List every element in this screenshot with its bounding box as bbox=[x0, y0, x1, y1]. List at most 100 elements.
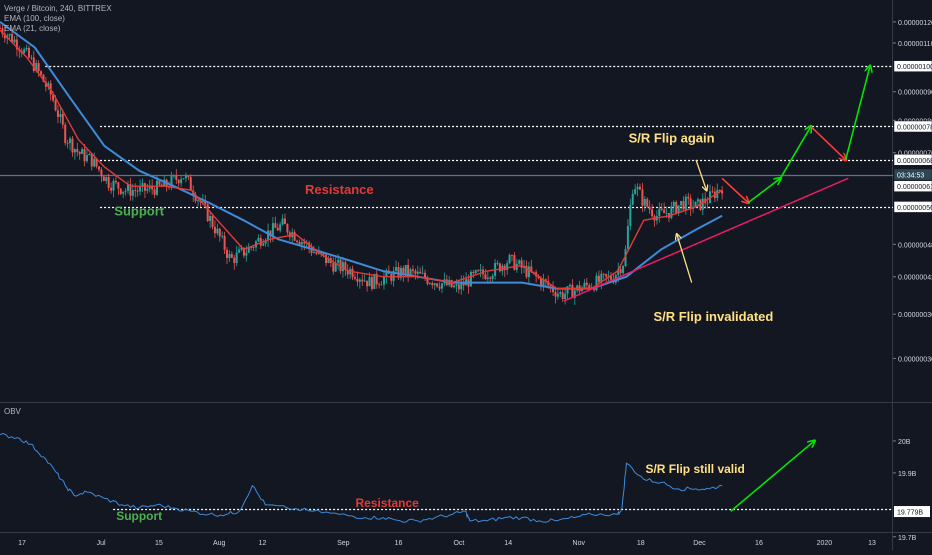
candle-body bbox=[76, 149, 79, 153]
obv-y-tick-label: 19.9B bbox=[898, 471, 917, 478]
candle-body bbox=[139, 186, 142, 192]
candle-body bbox=[250, 247, 253, 248]
y-tick-label: 0.00000110 bbox=[898, 41, 932, 48]
candle-body bbox=[37, 63, 40, 72]
candle-body bbox=[622, 265, 625, 274]
green-projection-arrow bbox=[844, 66, 870, 160]
candle-body bbox=[184, 175, 187, 179]
candle-body bbox=[424, 272, 427, 279]
candle-body bbox=[322, 253, 325, 255]
candle-body bbox=[59, 114, 62, 117]
candle-body bbox=[66, 142, 69, 144]
green-projection-arrow bbox=[747, 178, 780, 204]
candle-body bbox=[525, 265, 528, 278]
candle-body bbox=[247, 247, 250, 253]
obv-tag-label: 19.779B bbox=[897, 510, 923, 517]
candle-body bbox=[682, 201, 685, 210]
candle-body bbox=[228, 254, 231, 258]
candle-body bbox=[134, 190, 137, 191]
candle-body bbox=[35, 63, 38, 71]
candle-body bbox=[107, 177, 110, 188]
symbol-legend[interactable]: Verge / Bitcoin, 240, BITTREX EMA (100, … bbox=[4, 4, 112, 34]
candle-body bbox=[593, 287, 596, 291]
candle-body bbox=[416, 271, 419, 274]
candle-body bbox=[440, 283, 443, 289]
candle-body bbox=[404, 264, 407, 276]
candle-body bbox=[158, 180, 161, 185]
obv-title: OBV bbox=[4, 407, 21, 416]
candle-body bbox=[670, 206, 673, 218]
candle-body bbox=[402, 267, 405, 276]
candle-body bbox=[114, 180, 117, 183]
trendline bbox=[563, 177, 849, 302]
price-tag-box bbox=[893, 168, 932, 181]
candle-body bbox=[457, 284, 460, 290]
candle-body bbox=[626, 225, 629, 250]
candle-body bbox=[498, 263, 501, 272]
candle-body bbox=[409, 269, 412, 275]
candle-body bbox=[605, 273, 608, 277]
candle-body bbox=[385, 270, 388, 277]
candle-body bbox=[221, 235, 224, 237]
candle-body bbox=[170, 176, 173, 188]
candle-body bbox=[337, 259, 340, 263]
candle-body bbox=[126, 184, 129, 191]
candle-body bbox=[344, 262, 347, 271]
y-tick-label: 0.00000048 bbox=[898, 242, 932, 249]
candle-body bbox=[373, 273, 376, 289]
candle-body bbox=[177, 179, 180, 184]
candle-body bbox=[361, 279, 364, 282]
candle-body bbox=[194, 195, 197, 201]
candle-body bbox=[213, 227, 216, 234]
candle-body bbox=[163, 179, 166, 187]
candle-body bbox=[619, 269, 622, 274]
candle-body bbox=[677, 205, 680, 214]
candle-body bbox=[595, 275, 598, 291]
candle-body bbox=[496, 262, 499, 264]
candle-body bbox=[175, 175, 178, 180]
candle-body bbox=[71, 138, 74, 153]
candle-body bbox=[479, 269, 482, 272]
obv-legend[interactable]: OBV bbox=[4, 407, 21, 417]
candle-body bbox=[696, 199, 699, 202]
candle-body bbox=[1, 28, 4, 34]
candle-body bbox=[564, 293, 567, 300]
candle-body bbox=[271, 223, 274, 237]
candle-body bbox=[356, 278, 359, 282]
candle-body bbox=[419, 271, 422, 274]
x-tick-label: 13 bbox=[868, 540, 876, 547]
candle-body bbox=[283, 218, 286, 225]
candle-body bbox=[382, 276, 385, 285]
candle-body bbox=[122, 191, 125, 194]
price-tag-box bbox=[893, 154, 932, 166]
candle-body bbox=[602, 273, 605, 275]
ema100-line bbox=[0, 21, 723, 290]
candle-body bbox=[148, 185, 151, 189]
candle-body bbox=[102, 176, 105, 182]
candle-body bbox=[332, 262, 335, 272]
candle-body bbox=[146, 188, 149, 191]
candle-body bbox=[110, 187, 113, 191]
symbol-title: Verge / Bitcoin, 240, BITTREX bbox=[4, 4, 112, 13]
candle-body bbox=[95, 158, 98, 167]
price-tag-box bbox=[893, 120, 932, 133]
candle-body bbox=[438, 286, 441, 289]
ema21-legend: EMA (21, close) bbox=[4, 24, 61, 33]
candle-body bbox=[153, 189, 156, 195]
candle-body bbox=[296, 240, 299, 242]
candle-body bbox=[556, 293, 559, 297]
candle-body bbox=[711, 191, 714, 193]
flip-annotation: S/R Flip still valid bbox=[645, 462, 744, 476]
candle-body bbox=[484, 274, 487, 279]
candle-body bbox=[397, 267, 400, 278]
candle-body bbox=[293, 232, 296, 241]
candle-body bbox=[27, 47, 30, 58]
flip-annotation: S/R Flip invalidated bbox=[653, 309, 773, 324]
candle-body bbox=[83, 149, 86, 162]
price-tag-box bbox=[893, 180, 932, 192]
y-tick-label: 0.00000030 bbox=[898, 356, 932, 363]
candle-body bbox=[460, 281, 463, 290]
candle-body bbox=[230, 254, 233, 258]
